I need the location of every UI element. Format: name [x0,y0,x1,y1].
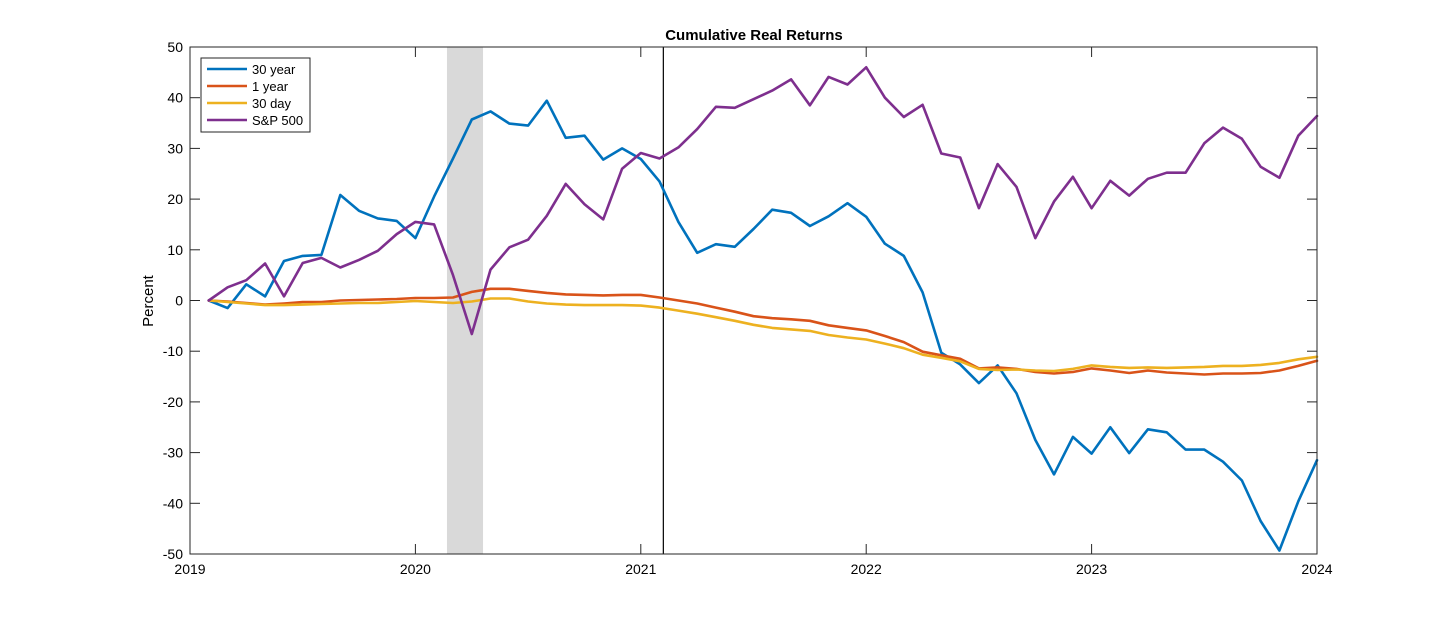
series-line-30-year [207,99,1319,552]
y-tick-label: 20 [167,191,183,207]
series-line-30-day [207,297,1319,373]
legend-label: 30 year [252,62,296,77]
y-tick-label: -20 [163,394,183,410]
series-line-s-p-500 [207,66,1319,336]
y-tick-label: -40 [163,495,183,511]
y-tick-label: 40 [167,90,183,106]
y-tick-label: -30 [163,445,183,461]
y-tick-label: 30 [167,140,183,156]
chart-title: Cumulative Real Returns [665,27,843,44]
y-tick-label: 10 [167,242,183,258]
legend-label: 30 day [252,96,292,111]
y-axis-label: Percent [140,274,157,327]
y-tick-label: 50 [167,39,183,55]
y-tick-label: -10 [163,343,183,359]
y-tick-label: 0 [175,293,183,309]
series-line-1-year [207,287,1319,376]
x-tick-label: 2024 [1301,561,1332,577]
y-tick-label: -50 [163,546,183,562]
x-tick-label: 2022 [851,561,882,577]
x-tick-label: 2021 [625,561,656,577]
x-tick-label: 2019 [174,561,205,577]
x-tick-label: 2020 [400,561,431,577]
x-tick-label: 2023 [1076,561,1107,577]
legend-label: 1 year [252,79,289,94]
legend-label: S&P 500 [252,113,303,128]
